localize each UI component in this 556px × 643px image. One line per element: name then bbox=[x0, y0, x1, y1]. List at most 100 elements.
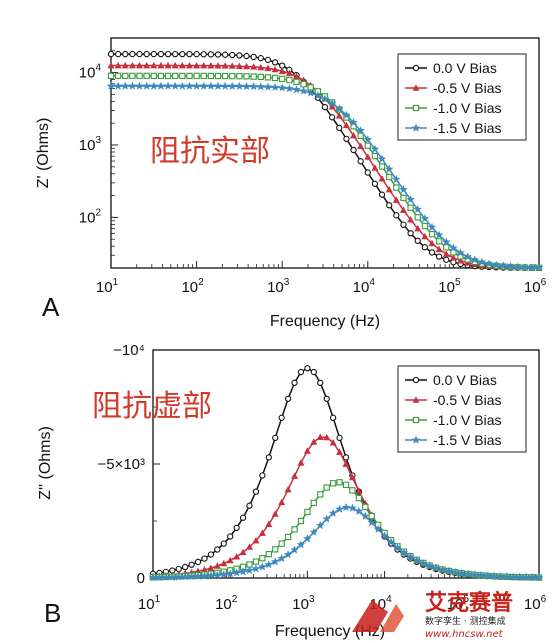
panel-a-data-point bbox=[129, 72, 136, 80]
panel-a-data-point bbox=[157, 72, 165, 80]
panel-b-ticks: 1011021031041051060−5×10³−10⁴ bbox=[97, 342, 546, 613]
panel-a-data-point bbox=[421, 232, 429, 240]
panel-b-data-point bbox=[342, 481, 350, 488]
panel-a-data-point bbox=[435, 245, 443, 253]
panel-b-data-point bbox=[315, 520, 325, 530]
panel-b-data-point bbox=[380, 531, 389, 540]
panel-a-data-point bbox=[271, 74, 279, 82]
panel-b-data-point bbox=[470, 570, 480, 579]
panel-a-data-point bbox=[300, 81, 307, 88]
panel-b-data-point bbox=[329, 414, 337, 421]
panel-a-data-point bbox=[172, 72, 179, 80]
panel-a-data-point bbox=[385, 185, 393, 193]
panel-a-data-point bbox=[200, 72, 207, 80]
panel-a-data-point bbox=[149, 81, 159, 90]
panel-b-data-point bbox=[226, 556, 234, 564]
panel-a-data-point bbox=[271, 65, 279, 73]
panel-a-annotation: 阻抗实部 bbox=[150, 134, 270, 169]
panel-a-data-point bbox=[392, 196, 400, 203]
panel-a-data-point bbox=[113, 81, 123, 90]
panel-a-data-point bbox=[498, 261, 508, 270]
panel-b-data-point bbox=[335, 504, 344, 513]
panel-b-data-point bbox=[291, 526, 298, 533]
panel-a-legend-marker bbox=[412, 84, 420, 91]
panel-b-data-point bbox=[239, 548, 247, 556]
panel-a-data-point bbox=[200, 51, 207, 58]
panel-a-data-point bbox=[357, 142, 365, 149]
panel-a-data-point bbox=[156, 81, 166, 90]
panel-b-data-point bbox=[220, 540, 227, 547]
panel-a-data-point bbox=[229, 72, 236, 80]
panel-a-data-point bbox=[449, 243, 458, 252]
panel-b-data-point bbox=[246, 502, 253, 509]
panel-a-legend-label: 0.0 V Bias bbox=[433, 60, 497, 76]
panel-a-data-point bbox=[236, 52, 243, 59]
panel-a-data-point bbox=[457, 257, 465, 264]
panel-a-data-point bbox=[378, 163, 386, 170]
panel-a-data-point bbox=[199, 81, 209, 90]
panel-a-data-point bbox=[114, 61, 122, 69]
panel-a-data-point bbox=[391, 174, 401, 184]
panel-b-data-point bbox=[317, 379, 324, 386]
panel-a-data-point bbox=[399, 185, 408, 194]
panel-a-data-point bbox=[192, 81, 201, 90]
panel-a-data-point bbox=[321, 104, 329, 111]
panel-b-data-point bbox=[227, 533, 234, 540]
panel-a-data-point bbox=[520, 262, 530, 271]
panel-a-data-point bbox=[270, 82, 280, 92]
panel-a-data-point bbox=[171, 61, 179, 69]
panel-b-data-point bbox=[304, 508, 311, 516]
panel-b-data-point bbox=[355, 487, 363, 494]
panel-a-data-point bbox=[170, 81, 180, 90]
panel-a-legend-label: -1.5 V Bias bbox=[433, 120, 501, 136]
panel-a-data-point bbox=[414, 237, 421, 244]
panel-b-data-point bbox=[278, 414, 285, 421]
panel-b-data-point bbox=[284, 395, 292, 402]
panel-a-data-point bbox=[349, 117, 358, 127]
panel-a-data-point bbox=[527, 262, 537, 272]
panel-a-data-point bbox=[420, 214, 430, 223]
panel-a-data-point bbox=[129, 50, 136, 58]
panel-b-data-point bbox=[304, 365, 311, 372]
panel-b-legend-marker bbox=[412, 396, 420, 403]
panel-b-series bbox=[148, 365, 544, 582]
panel-a-data-point bbox=[279, 62, 286, 69]
panel-a-data-point bbox=[164, 50, 172, 58]
panel-a-xtick-label: 106 bbox=[524, 277, 547, 296]
panel-a-data-point bbox=[370, 144, 380, 153]
panel-a-data-point bbox=[327, 98, 337, 108]
panel-a-data-point bbox=[243, 62, 251, 70]
panel-a-data-point bbox=[264, 74, 272, 81]
panel-a-data-point bbox=[207, 62, 215, 69]
panel-a-data-point bbox=[328, 103, 336, 110]
panel-b-series-2 bbox=[149, 479, 543, 581]
panel-b-data-point bbox=[238, 567, 248, 576]
panel-a-ytick-label: 104 bbox=[79, 63, 102, 82]
panel-a-frame bbox=[110, 37, 540, 269]
panel-a-data-point bbox=[264, 64, 272, 72]
panel-a-data-point bbox=[163, 81, 173, 90]
panel-a-data-point bbox=[179, 72, 186, 80]
panel-a-data-point bbox=[207, 51, 215, 58]
panel-b-data-point bbox=[207, 551, 215, 558]
panel-b-data-point bbox=[271, 510, 279, 517]
panel-a-data-point bbox=[534, 263, 544, 272]
panel-b-data-point bbox=[354, 506, 364, 515]
panel-b-data-point bbox=[219, 569, 229, 579]
panel-a-data-point bbox=[213, 81, 223, 90]
panel-a-data-point bbox=[221, 51, 229, 58]
panel-a-data-point bbox=[313, 91, 323, 100]
panel-a-data-point bbox=[178, 61, 186, 69]
panel-b-data-point bbox=[418, 558, 428, 568]
panel-a-legend: 0.0 V Bias -0.5 V Bias -1.0 V Bias -1.5 V B… bbox=[397, 53, 527, 141]
panel-b-data-point bbox=[297, 459, 305, 466]
panel-a-data-point bbox=[364, 142, 371, 149]
panel-a-data-point bbox=[299, 86, 308, 95]
panel-a-data-point bbox=[306, 88, 316, 97]
panel-a-series bbox=[106, 50, 544, 272]
panel-a-data-point bbox=[128, 61, 136, 69]
panel-a-data-point bbox=[143, 61, 151, 69]
panel-a-data-point bbox=[122, 72, 129, 80]
panel-b-data-point bbox=[362, 503, 369, 511]
panel-a-data-point bbox=[320, 94, 330, 103]
